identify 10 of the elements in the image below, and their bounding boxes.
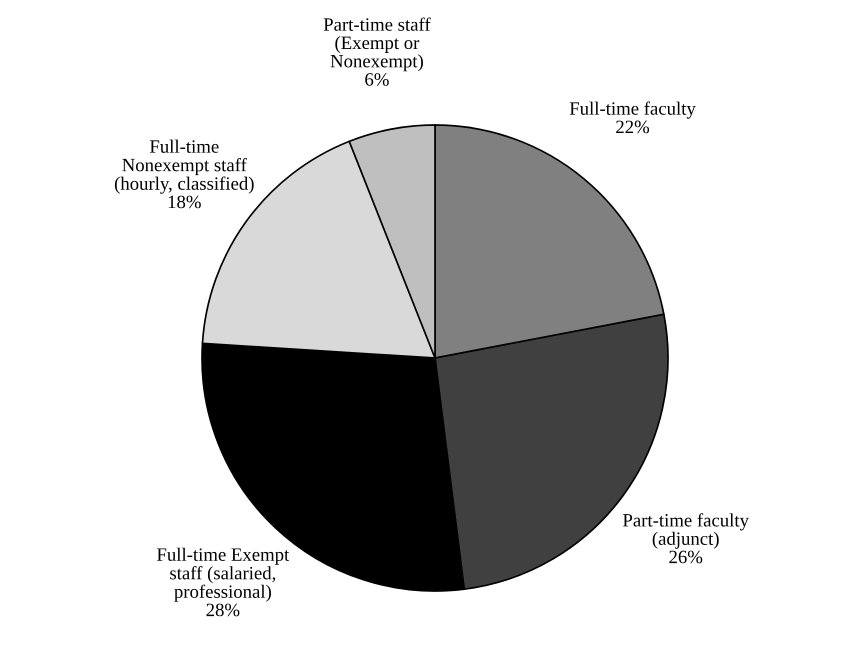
data-label: 6% bbox=[365, 73, 389, 86]
data-label: 22% bbox=[616, 120, 650, 134]
slice-label: Full-time Nonexempt staff (hourly, classified) bbox=[114, 140, 254, 194]
data-label: 28% bbox=[206, 604, 240, 616]
data-label: 18% bbox=[168, 196, 201, 208]
slice-label: Part-time staff (Exempt or Nonexempt) bbox=[324, 17, 431, 72]
slice-label: Full-time faculty bbox=[570, 101, 696, 119]
data-label: 26% bbox=[669, 550, 702, 564]
slice-label: Part-time faculty (adjunct) bbox=[622, 513, 749, 549]
slice-label: Full-time Exempt staff (salaried, professional) bbox=[157, 548, 290, 602]
